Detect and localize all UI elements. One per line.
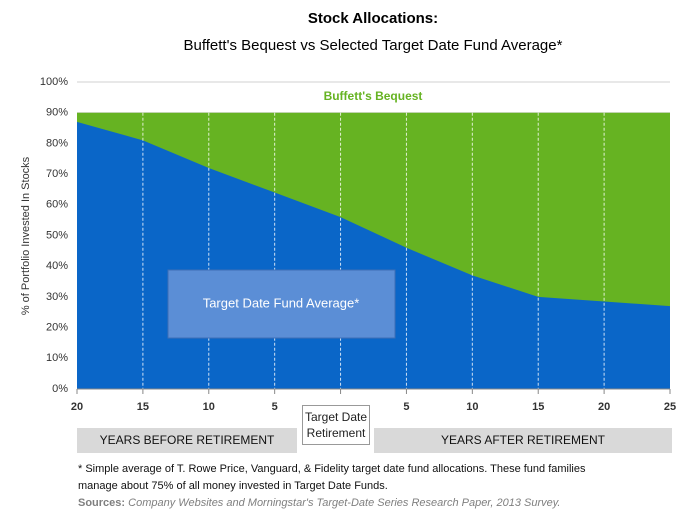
y-tick-label: 60% — [46, 199, 68, 211]
x-tick-label: 25 — [664, 401, 676, 413]
y-axis-label: % of Portfolio Invested In Stocks — [20, 156, 32, 315]
chart-title: Stock Allocations: — [308, 10, 438, 27]
y-tick-label: 10% — [46, 352, 68, 364]
series-label: Buffett's Bequest — [324, 89, 423, 103]
period-band — [374, 428, 672, 453]
y-tick-label: 70% — [46, 168, 68, 180]
y-tick-label: 50% — [46, 229, 68, 241]
period-label: YEARS BEFORE RETIREMENT — [100, 433, 275, 447]
y-tick-label: 90% — [46, 107, 68, 119]
series-label: Target Date Fund Average* — [203, 295, 360, 310]
y-tick-label: 80% — [46, 137, 68, 149]
x-tick-label: 15 — [137, 401, 149, 413]
x-tick-label: 20 — [71, 401, 83, 413]
x-tick-label: 15 — [532, 401, 544, 413]
x-tick-label: 20 — [598, 401, 610, 413]
chart-subtitle: Buffett's Bequest vs Selected Target Dat… — [184, 37, 563, 54]
footnote: * Simple average of T. Rowe Price, Vangu… — [78, 463, 586, 475]
center-tick-label: Target Date Retirement — [302, 405, 370, 445]
period-band — [77, 428, 297, 453]
sources-text: Company Websites and Morningstar's Targe… — [128, 497, 561, 509]
x-tick-label: 10 — [203, 401, 215, 413]
x-tick-label: 5 — [272, 401, 278, 413]
sources-label: Sources: — [78, 497, 126, 509]
x-tick-label: 5 — [403, 401, 409, 413]
label-box — [167, 269, 396, 339]
y-tick-label: 20% — [46, 322, 68, 334]
y-tick-label: 0% — [52, 383, 68, 395]
y-tick-label: 30% — [46, 291, 68, 303]
x-tick-label: 10 — [466, 401, 478, 413]
y-tick-label: 40% — [46, 260, 68, 272]
period-label: YEARS AFTER RETIREMENT — [441, 433, 606, 447]
y-tick-label: 100% — [40, 76, 68, 88]
sources: Sources: Company Websites and Morningsta… — [78, 497, 560, 509]
footnote: manage about 75% of all money invested i… — [78, 480, 388, 492]
